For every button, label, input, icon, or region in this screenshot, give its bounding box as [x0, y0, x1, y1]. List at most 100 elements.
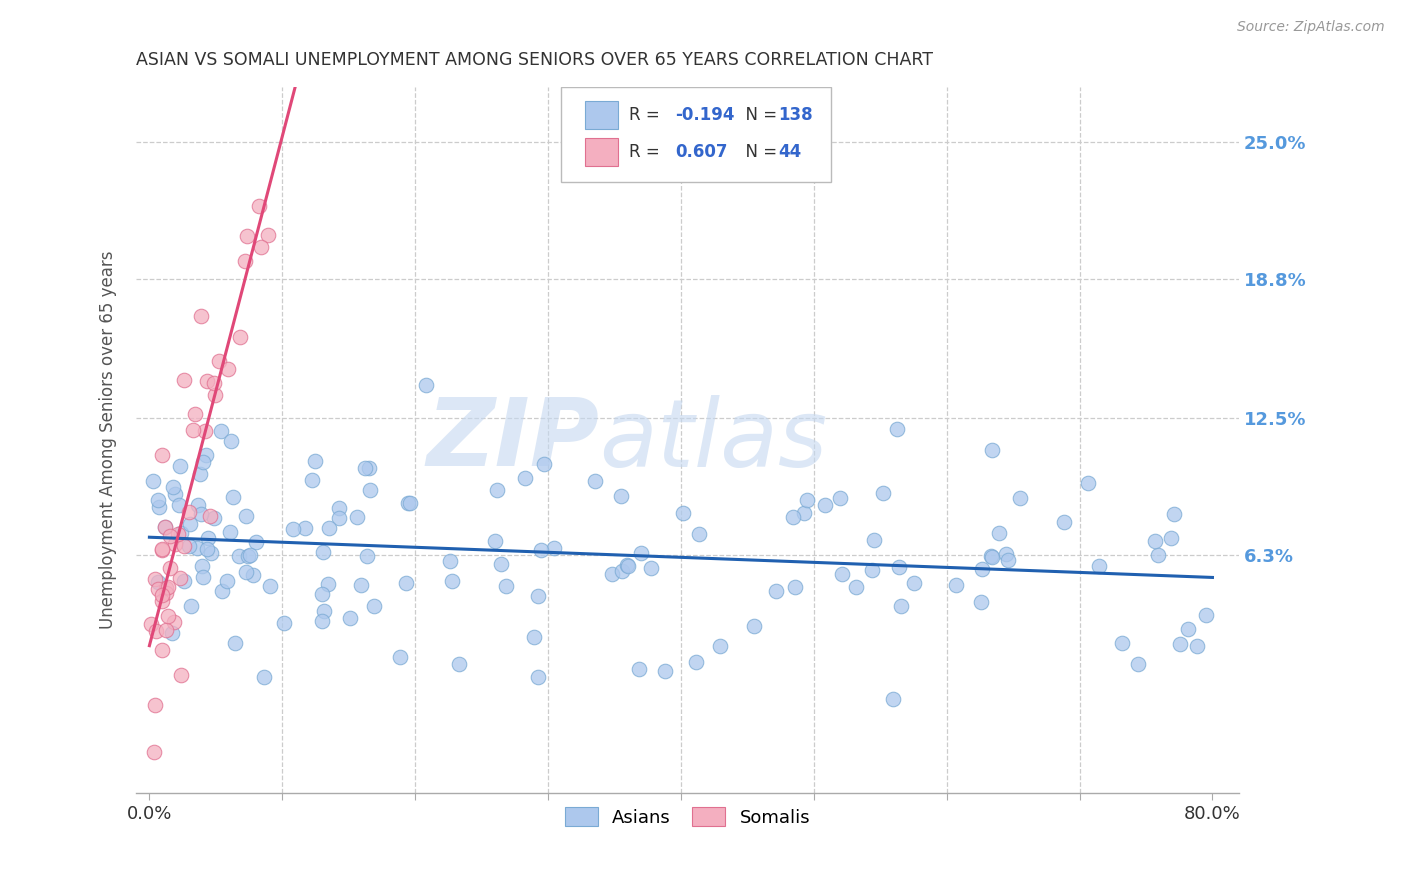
Point [1147, 548, 1170, 562]
Point [193, 570, 215, 584]
Point [312, 604, 335, 618]
Point [148, 574, 170, 589]
Point [1160, 531, 1182, 545]
Point [533, 458, 555, 472]
Point [156, 608, 179, 623]
Point [153, 520, 176, 534]
Point [523, 630, 546, 644]
Point [179, 539, 201, 553]
Point [997, 553, 1019, 567]
Point [190, 507, 212, 521]
FancyBboxPatch shape [585, 137, 619, 166]
Point [159, 561, 181, 575]
Point [179, 517, 201, 532]
Point [228, 330, 250, 344]
Point [173, 539, 195, 553]
Point [889, 560, 911, 574]
Point [688, 527, 710, 541]
Point [627, 663, 650, 677]
Point [782, 510, 804, 524]
Point [995, 547, 1018, 561]
Point [491, 557, 513, 571]
Point [672, 506, 695, 520]
Point [980, 549, 1002, 564]
Point [188, 467, 211, 481]
Point [150, 643, 173, 657]
Point [316, 577, 339, 591]
Point [187, 499, 209, 513]
Point [221, 434, 243, 449]
Point [245, 535, 267, 549]
Point [346, 509, 368, 524]
Point [235, 565, 257, 579]
Point [602, 566, 624, 581]
Point [162, 480, 184, 494]
Point [1077, 475, 1099, 490]
Legend: Asians, Somalis: Asians, Somalis [558, 800, 817, 834]
Point [1008, 491, 1031, 505]
Point [294, 521, 316, 535]
Point [283, 522, 305, 536]
Point [195, 542, 218, 557]
Point [204, 376, 226, 391]
Point [259, 579, 281, 593]
Point [616, 558, 638, 573]
Point [1053, 516, 1076, 530]
Text: Source: ZipAtlas.com: Source: ZipAtlas.com [1237, 20, 1385, 34]
Point [211, 584, 233, 599]
Point [250, 240, 273, 254]
Point [218, 524, 240, 539]
Point [183, 407, 205, 421]
Point [163, 487, 186, 501]
Point [527, 589, 550, 603]
Point [311, 587, 333, 601]
Point [253, 670, 276, 684]
Point [208, 353, 231, 368]
Point [449, 657, 471, 671]
Point [177, 505, 200, 519]
Point [194, 448, 217, 462]
Point [1195, 607, 1218, 622]
Point [415, 378, 437, 392]
Point [988, 526, 1011, 541]
Point [486, 483, 509, 497]
Point [890, 599, 912, 614]
Point [167, 527, 190, 541]
Point [356, 549, 378, 563]
Point [617, 559, 640, 574]
Point [793, 506, 815, 520]
Point [709, 639, 731, 653]
Point [150, 448, 173, 462]
Point [257, 228, 280, 243]
Point [872, 485, 894, 500]
Point [160, 626, 183, 640]
Point [169, 571, 191, 585]
Point [318, 521, 340, 535]
Point [814, 498, 837, 512]
Text: N =: N = [735, 106, 782, 124]
Point [610, 564, 633, 578]
Point [1143, 534, 1166, 549]
Point [167, 498, 190, 512]
Point [395, 576, 418, 591]
Point [526, 670, 548, 684]
Point [440, 574, 463, 588]
Point [349, 578, 371, 592]
Point [744, 619, 766, 633]
Point [150, 594, 173, 608]
Point [141, 617, 163, 632]
Point [363, 599, 385, 614]
Point [1088, 559, 1111, 574]
Point [195, 374, 218, 388]
Point [311, 614, 333, 628]
Point [150, 588, 173, 602]
Point [173, 574, 195, 588]
Text: ASIAN VS SOMALI UNEMPLOYMENT AMONG SENIORS OVER 65 YEARS CORRELATION CHART: ASIAN VS SOMALI UNEMPLOYMENT AMONG SENIO… [136, 51, 934, 69]
Point [543, 541, 565, 556]
Point [765, 583, 787, 598]
Point [145, 624, 167, 638]
Point [180, 599, 202, 614]
Point [198, 508, 221, 523]
Point [970, 562, 993, 576]
Point [1185, 639, 1208, 653]
